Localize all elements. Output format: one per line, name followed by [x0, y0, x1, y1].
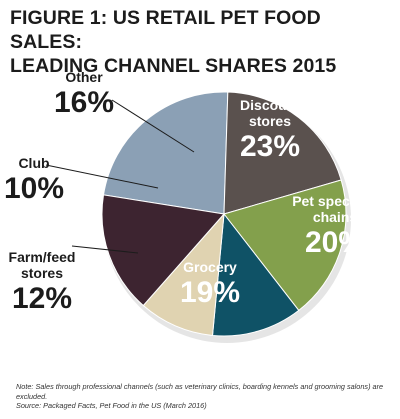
pie-slice-pet-specialty-chains [223, 91, 342, 215]
slice-label-pet-specialty-chains: Pet specialty chains [292, 193, 378, 225]
pie-slice-discount-stores [102, 91, 229, 215]
source-text: Source: Packaged Facts, Pet Food in the … [16, 401, 207, 410]
pie-slice-club [142, 212, 225, 337]
chart-title-line-1: FIGURE 1: US RETAIL PET FOOD SALES: [10, 7, 321, 53]
chart-title-line-2: LEADING CHANNEL SHARES 2015 [10, 55, 337, 77]
slice-value-pet-specialty-chains: 20% [305, 226, 365, 259]
pie-slice-farm-feed-stores [211, 212, 300, 337]
pointer-line-farm-feed-stores [71, 245, 139, 254]
chart-title: FIGURE 1: US RETAIL PET FOOD SALES: LEAD… [10, 6, 395, 78]
pie-slice-grocery [223, 179, 347, 312]
pointer-line-club [45, 164, 159, 189]
slice-label-other: Other [65, 69, 103, 85]
slice-label-discount-stores: Discount stores [240, 97, 300, 129]
slice-label-club: Club [18, 155, 49, 171]
slice-label-farm-feed-stores: Farm/feed stores [9, 249, 76, 281]
note-text: Note: Sales through professional channel… [16, 382, 384, 401]
slice-value-other: 16% [54, 86, 114, 119]
slice-label-grocery: Grocery [183, 259, 237, 275]
slice-value-discount-stores: 23% [240, 130, 300, 163]
chart-footnote: Note: Sales through professional channel… [16, 382, 394, 411]
slice-value-farm-feed-stores: 12% [12, 282, 72, 315]
slice-value-club: 10% [4, 172, 64, 205]
pointer-line-other [111, 99, 195, 153]
pie-slice-other [101, 194, 225, 307]
slice-value-grocery: 19% [180, 276, 240, 309]
